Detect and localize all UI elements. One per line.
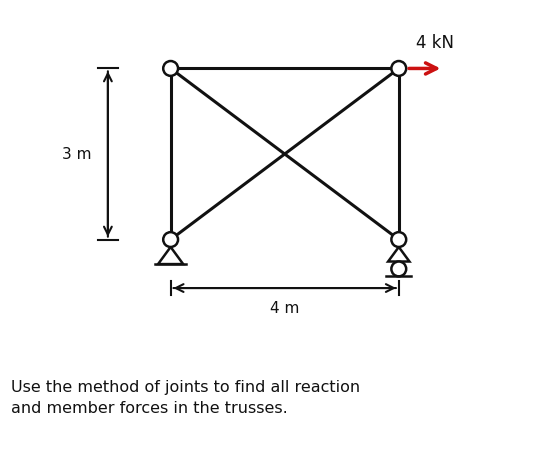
Circle shape <box>391 232 406 247</box>
Text: 3 m: 3 m <box>62 146 92 161</box>
Circle shape <box>163 232 178 247</box>
Circle shape <box>391 61 406 76</box>
Polygon shape <box>388 247 410 262</box>
Text: 4 m: 4 m <box>270 300 300 315</box>
Text: 4 kN: 4 kN <box>416 35 454 52</box>
Circle shape <box>391 262 406 276</box>
Polygon shape <box>158 247 183 264</box>
Text: Use the method of joints to find all reaction
and member forces in the trusses.: Use the method of joints to find all rea… <box>11 380 360 417</box>
Circle shape <box>163 61 178 76</box>
